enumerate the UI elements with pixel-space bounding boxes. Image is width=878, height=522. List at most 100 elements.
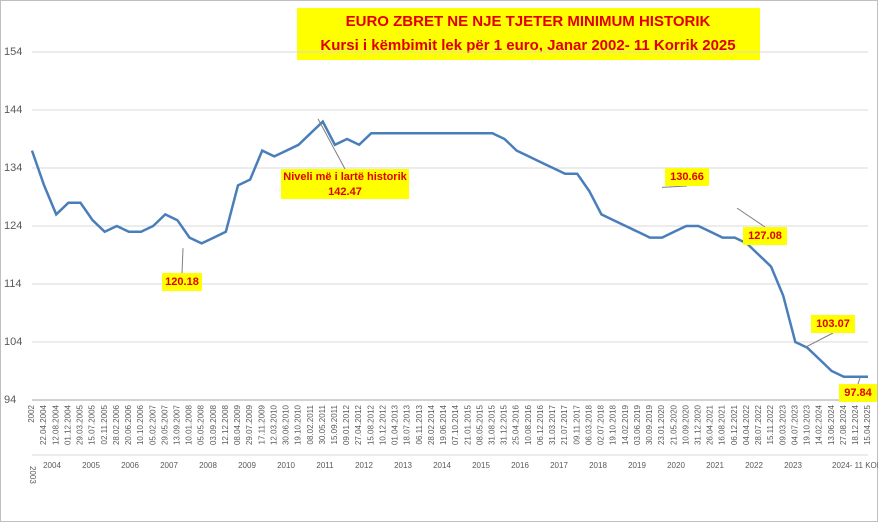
- x-tick-label: 22.04.2004: [39, 404, 48, 445]
- x-tick-label: 02.11.2005: [100, 404, 109, 444]
- year-label: 2015: [472, 461, 490, 470]
- x-tick-label: 18.07.2013: [403, 404, 412, 445]
- year-label: 2021: [706, 461, 724, 470]
- x-tick-label: 09.01.2012: [342, 404, 351, 445]
- x-tick-label: 10.09.2020: [681, 404, 690, 445]
- x-tick-label: 14.02.2019: [621, 404, 630, 445]
- annotation-box: [811, 315, 855, 333]
- x-tick-label: 29.05.2007: [160, 404, 169, 445]
- x-tick-label: 10.10.2006: [136, 404, 145, 445]
- x-tick-label: 31.03.2017: [548, 404, 557, 445]
- x-tick-label: 20.06.2006: [124, 404, 133, 445]
- annotation-leader: [857, 377, 861, 385]
- y-tick-label: 94: [4, 394, 16, 406]
- x-tick-label: 2002: [27, 404, 36, 422]
- x-tick-label: 19.06.2014: [439, 404, 448, 445]
- y-tick-label: 154: [4, 46, 22, 58]
- year-label: 2005: [82, 461, 100, 470]
- x-tick-label: 29.03.2005: [76, 404, 85, 445]
- y-tick-label: 114: [4, 278, 22, 290]
- x-tick-label: 06.03.2018: [584, 404, 593, 445]
- x-tick-label: 27.08.2024: [839, 404, 848, 445]
- annotation-leader: [736, 207, 766, 228]
- x-tick-label: 21.01.2015: [463, 404, 472, 445]
- title-box: [297, 8, 760, 60]
- x-tick-label: 28.02.2014: [427, 404, 436, 445]
- x-tick-label: 12.03.2010: [269, 404, 278, 445]
- x-tick-label: 27.04.2012: [354, 404, 363, 445]
- x-tick-label: 31.08.2015: [488, 404, 497, 445]
- x-tick-label: 15.11.2022: [766, 404, 775, 444]
- annotation-label: 97.84: [844, 387, 872, 399]
- year-label: 2011: [316, 461, 334, 470]
- year-label: 2018: [589, 461, 607, 470]
- x-tick-label: 19.10.2023: [803, 404, 812, 445]
- x-tick-label: 15.09.2011: [330, 404, 339, 444]
- x-tick-label: 09.03.2023: [778, 404, 787, 445]
- x-tick-label: 23.01.2020: [657, 404, 666, 445]
- x-tick-label: 10.08.2016: [524, 404, 533, 445]
- annotation-leader: [661, 185, 688, 188]
- line: [30, 119, 868, 379]
- x-tick-label: 15.04.2025: [863, 404, 872, 445]
- x-tick-label: 04.04.2022: [742, 404, 751, 445]
- x-tick-label: 16.08.2021: [718, 404, 727, 445]
- annotation-box: [743, 227, 787, 245]
- annotation-label: 127.08: [748, 230, 782, 242]
- x-tick-label: 26.04.2021: [706, 404, 715, 445]
- annotation-label: 142.47: [328, 186, 362, 198]
- year-label: 2004: [43, 461, 61, 470]
- x-tick-label: 18.12.2024: [851, 404, 860, 445]
- x-tick-label: 05.05.2008: [197, 404, 206, 445]
- x-tick-label: 10.12.2012: [378, 404, 387, 445]
- annotation-label: 130.66: [670, 171, 704, 183]
- x-tick-label: 30.05.2011: [318, 404, 327, 444]
- x-tick-label: 08.04.2009: [233, 404, 242, 445]
- x-tick-label: 30.09.2019: [645, 404, 654, 445]
- x-tick-label: 31.12.2020: [693, 404, 702, 445]
- x-tick-label: 25.04.2016: [512, 404, 521, 445]
- annotation-box: [281, 169, 409, 199]
- x-tick-label: 31.12.2015: [500, 404, 509, 445]
- x-tick-label: 15.08.2012: [366, 404, 375, 445]
- x-tick-label: 19.10.2018: [609, 404, 618, 445]
- y-tick-label: 124: [4, 220, 22, 232]
- x-tick-label: 09.11.2017: [572, 404, 581, 444]
- x-tick-label: 13.06.2024: [827, 404, 836, 445]
- x-tick-label: 29.07.2009: [245, 404, 254, 445]
- year-label: 2016: [511, 461, 529, 470]
- x-tick-label: 06.12.2021: [730, 404, 739, 445]
- x-tick-label: 12.12.2008: [221, 404, 230, 445]
- x-tick-label: 21.05.2020: [669, 404, 678, 445]
- x-tick-label: 13.09.2007: [173, 404, 182, 445]
- year-label: 2013: [394, 461, 412, 470]
- year-label: 2022: [745, 461, 763, 470]
- x-tick-label: 06.12.2016: [536, 404, 545, 445]
- y-tick-label: 104: [4, 336, 22, 348]
- x-tick-label: 08.05.2015: [475, 404, 484, 445]
- year-label: 2010: [277, 461, 295, 470]
- year-label: 2023: [784, 461, 802, 470]
- chart-title: EURO ZBRET NE NJE TJETER MINIMUM HISTORI…: [346, 13, 711, 30]
- x-tick-label: 14.02.2024: [815, 404, 824, 445]
- x-tick-label: 02.07.2018: [597, 404, 606, 445]
- annotation-leader: [804, 332, 834, 348]
- x-tick-label: 08.02.2011: [306, 404, 315, 444]
- chart-subtitle: Kursi i këmbimit lek për 1 euro, Janar 2…: [320, 37, 735, 54]
- x-tick-label: 28.07.2022: [754, 404, 763, 445]
- x-tick-label: 21.07.2017: [560, 404, 569, 445]
- year-label: 2020: [667, 461, 685, 470]
- year-label: 2007: [160, 461, 178, 470]
- year-label: 2017: [550, 461, 568, 470]
- x-tick-label: 17.11.2009: [257, 404, 266, 444]
- x-tick-label: 01.04.2013: [391, 404, 400, 445]
- year-label: 2019: [628, 461, 646, 470]
- year-label: 2014: [433, 461, 451, 470]
- x-tick-label: 28.02.2006: [112, 404, 121, 445]
- annotation-text: Niveli më i lartë historik: [283, 171, 407, 183]
- x-tick-label: 19.10.2010: [294, 404, 303, 445]
- annotation-label: 103.07: [816, 318, 850, 330]
- x-tick-label: 30.06.2010: [282, 404, 291, 445]
- year-label: 2008: [199, 461, 217, 470]
